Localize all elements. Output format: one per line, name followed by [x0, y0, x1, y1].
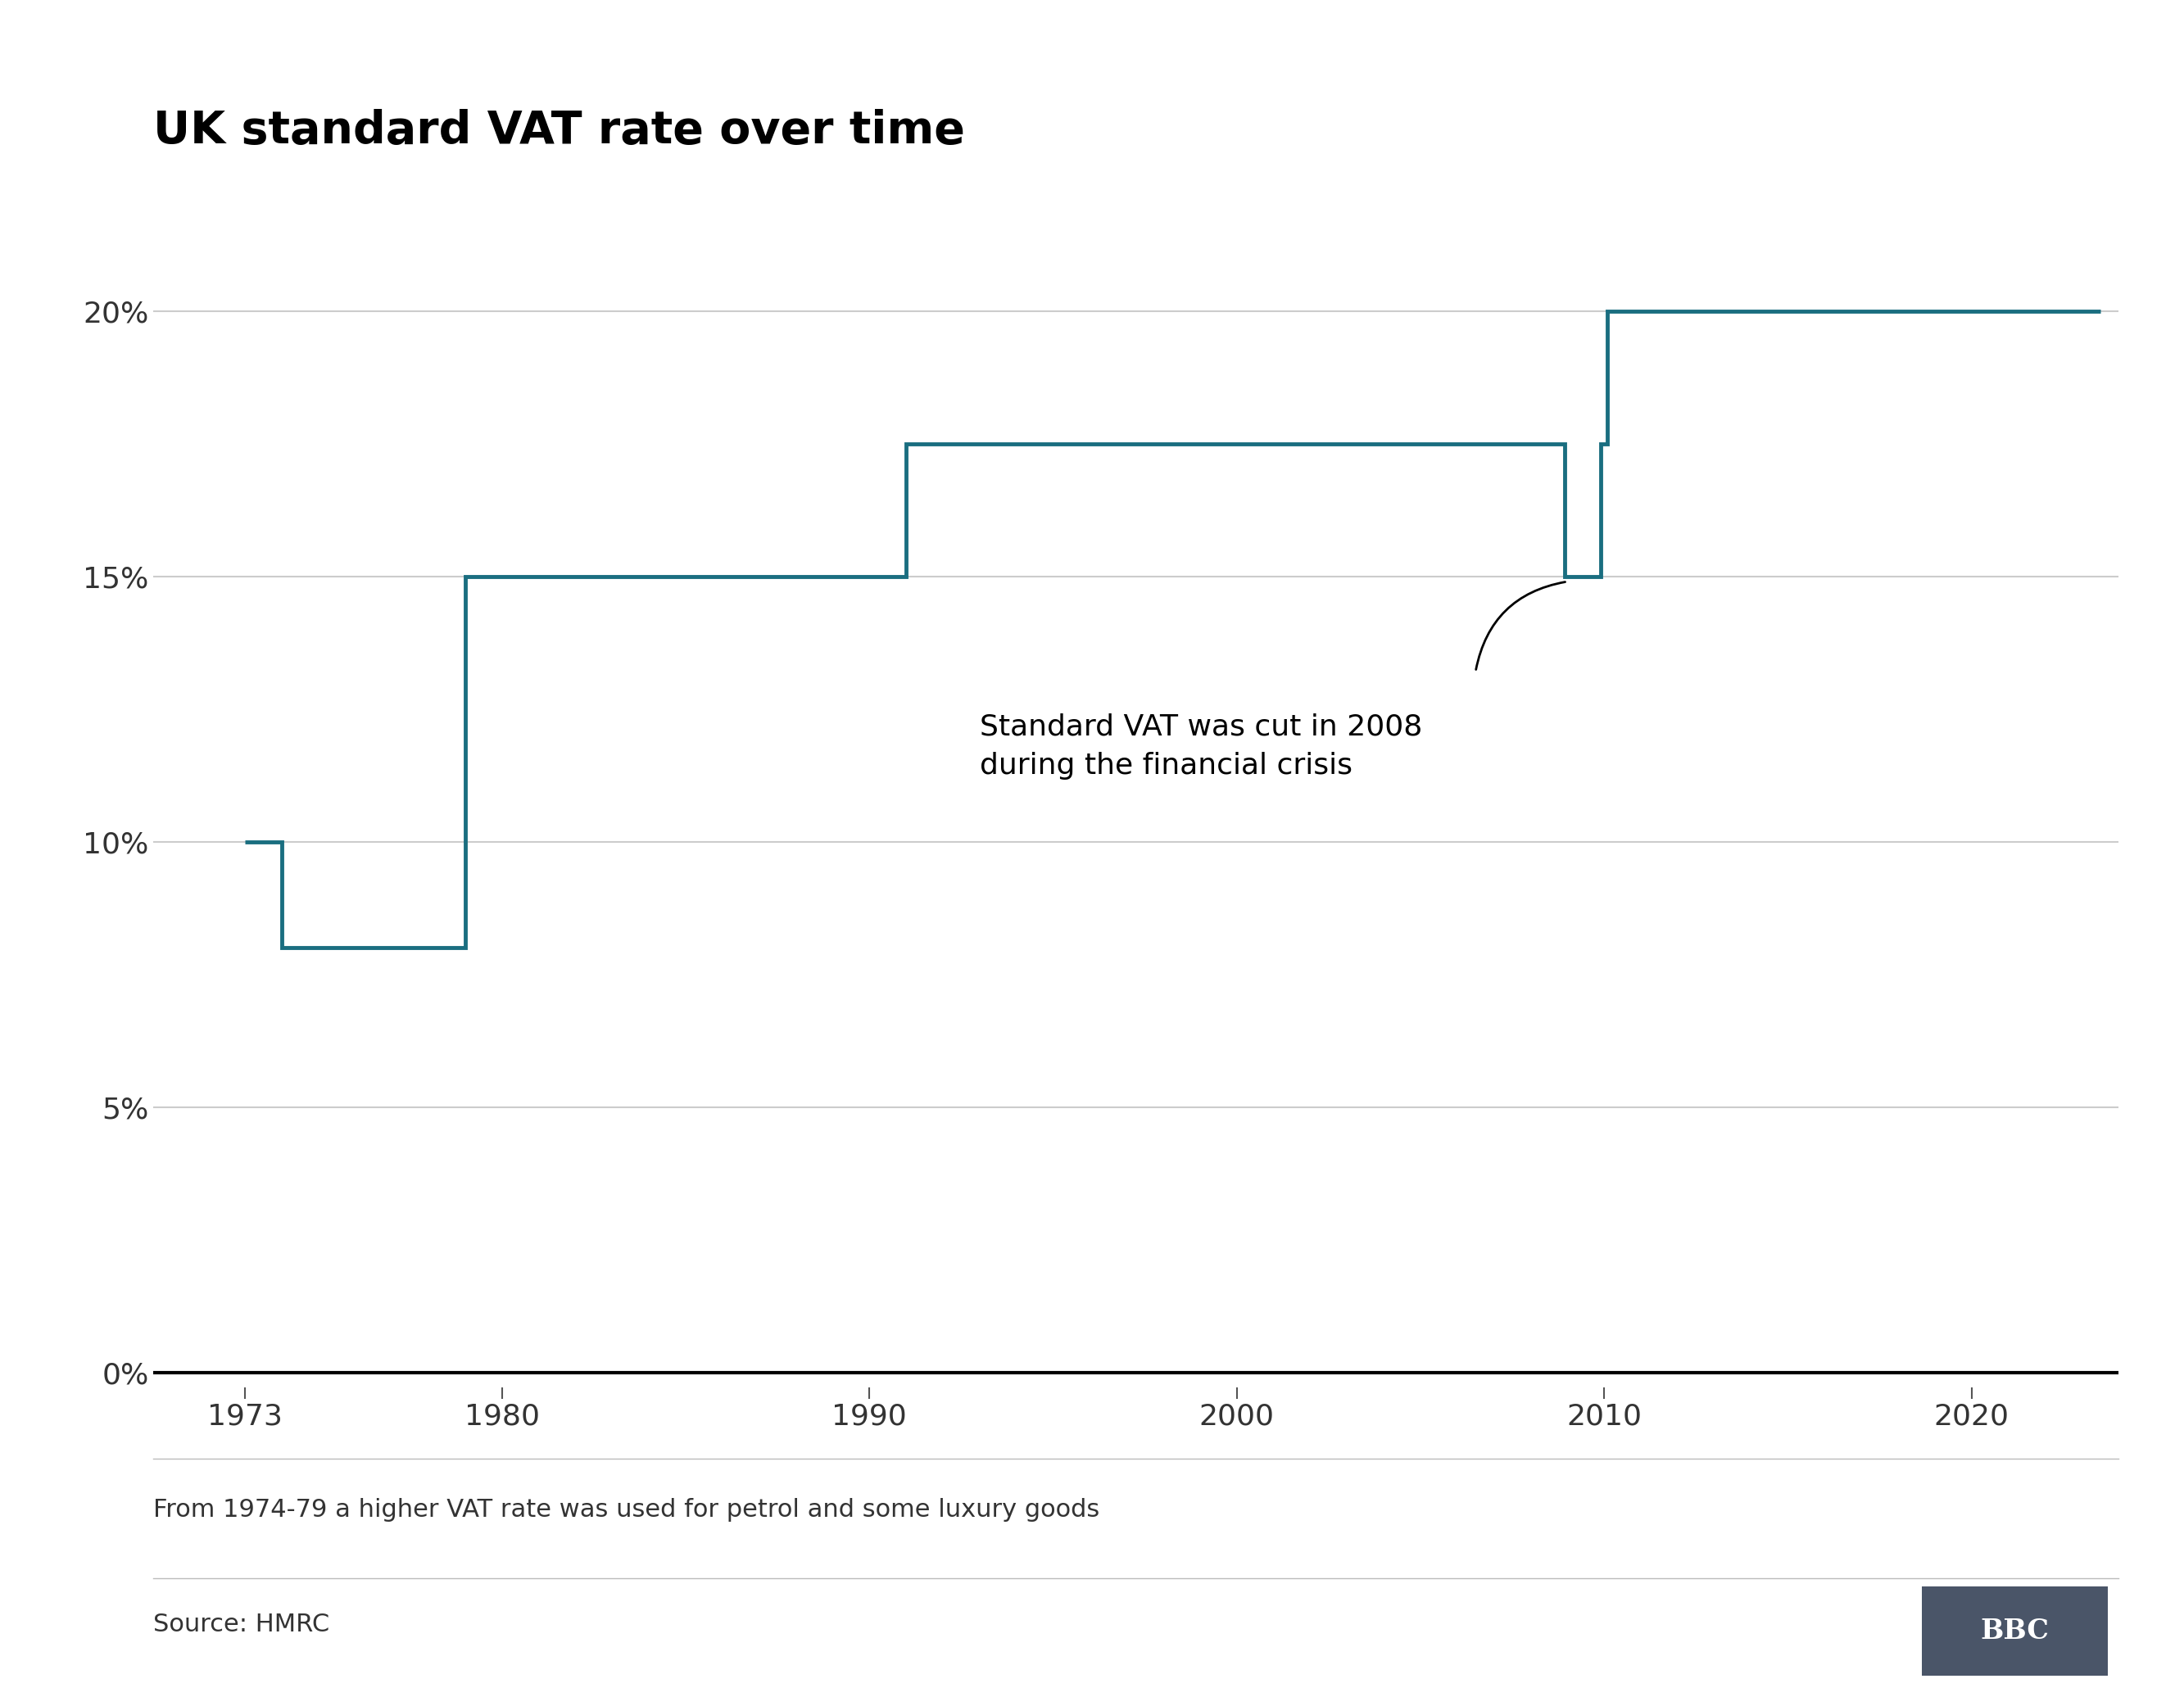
- Text: From 1974-79 a higher VAT rate was used for petrol and some luxury goods: From 1974-79 a higher VAT rate was used …: [153, 1498, 1099, 1522]
- Text: UK standard VAT rate over time: UK standard VAT rate over time: [153, 109, 965, 154]
- Text: Standard VAT was cut in 2008
during the financial crisis: Standard VAT was cut in 2008 during the …: [981, 713, 1422, 780]
- Text: BBC: BBC: [1981, 1617, 2049, 1645]
- Text: Source: HMRC: Source: HMRC: [153, 1612, 330, 1636]
